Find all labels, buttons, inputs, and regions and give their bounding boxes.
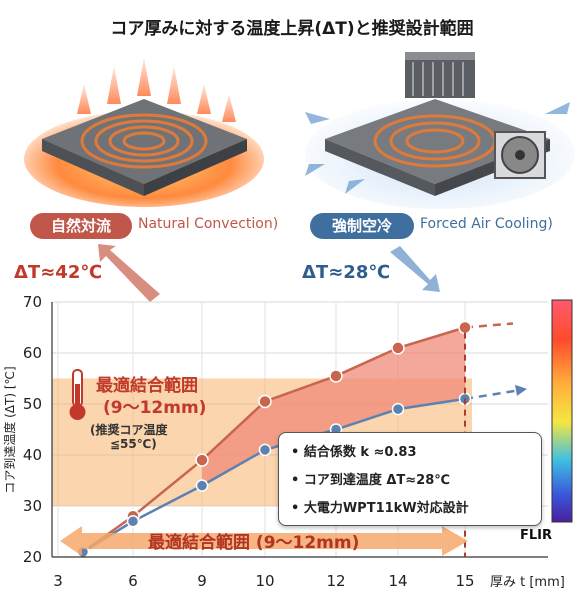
color-scale-bar bbox=[551, 299, 573, 523]
optimal-band-label: 最適結合範囲 (9〜12mm) bbox=[148, 533, 360, 553]
recommended-temp-limit: ≦55℃) bbox=[110, 437, 157, 451]
natural-convection-point bbox=[195, 453, 209, 467]
x-tick-label: 14 bbox=[388, 572, 407, 590]
y-axis-title: コア到達温度 (ΔT) [℃] bbox=[2, 366, 17, 493]
natural-convection-point bbox=[458, 320, 472, 335]
forced-air-english: Forced Air Cooling) bbox=[420, 216, 553, 232]
natural-convection-label: 自然対流 bbox=[30, 213, 132, 239]
natural-convection-point bbox=[258, 394, 272, 409]
y-tick-label: 40 bbox=[23, 446, 42, 464]
forced-air-point bbox=[258, 443, 272, 457]
natural-delta-arrow bbox=[98, 244, 160, 302]
x-tick-label: 6 bbox=[128, 572, 138, 590]
y-tick-label: 50 bbox=[23, 395, 42, 413]
natural-convection-english: Natural Convection) bbox=[138, 216, 279, 232]
x-tick-label: 12 bbox=[326, 572, 345, 590]
x-axis-title: 厚み t [mm] bbox=[490, 575, 565, 590]
forced-air-point bbox=[195, 479, 209, 492]
info-core-temp: • コア到達温度 ΔT≈28℃ bbox=[291, 473, 451, 488]
forced-air-extrapolation bbox=[464, 389, 516, 401]
y-tick-label: 30 bbox=[23, 497, 42, 515]
x-tick-label: 10 bbox=[255, 572, 274, 590]
x-tick-label: 3 bbox=[53, 572, 63, 590]
forced-air-arrowhead bbox=[515, 384, 527, 396]
info-coupling: • 結合係数 k ≈0.83 bbox=[291, 445, 417, 460]
info-power-design: • 大電力WPT11kW対応設計 bbox=[291, 501, 469, 516]
delta-arrows bbox=[98, 244, 440, 302]
flir-logo: FLIR bbox=[520, 528, 553, 543]
optimal-range-title: 最適結合範囲 bbox=[96, 376, 198, 396]
natural-convection-extrapolation bbox=[464, 322, 514, 329]
natural-convection-point bbox=[391, 341, 405, 355]
y-tick-label: 70 bbox=[23, 293, 42, 311]
x-tick-label: 9 bbox=[197, 572, 207, 590]
forced-delta-arrow bbox=[390, 246, 440, 292]
forced-air-point bbox=[126, 515, 140, 528]
natural-convection-illustration bbox=[24, 58, 264, 207]
optimal-range-values: (9〜12mm) bbox=[103, 398, 207, 418]
forced-delta-value: ΔT≈28℃ bbox=[302, 262, 391, 283]
optimal-range-arrow bbox=[60, 526, 468, 556]
y-tick-label: 60 bbox=[23, 344, 42, 362]
forced-air-cooling-illustration bbox=[305, 52, 575, 209]
forced-air-label: 強制空冷 bbox=[310, 213, 414, 239]
natural-delta-value: ΔT≈42℃ bbox=[14, 262, 103, 283]
natural-convection-point bbox=[329, 369, 343, 383]
y-tick-label: 20 bbox=[23, 548, 42, 566]
page-title: コア厚みに対する温度上昇(ΔT)と推奨設計範囲 bbox=[110, 19, 474, 39]
recommended-temp-note: (推奨コア温度 bbox=[90, 423, 168, 437]
thermometer-icon bbox=[69, 369, 86, 420]
spec-info-box: • 結合係数 k ≈0.83 • コア到達温度 ΔT≈28℃ • 大電力WPT1… bbox=[278, 432, 542, 526]
forced-air-point bbox=[391, 402, 405, 416]
chart-axes: 20 30 40 50 60 70 3 6 9 10 12 14 15 厚み t [mm] コア到達温度 (… bbox=[2, 293, 565, 590]
x-tick-label: 15 bbox=[455, 572, 474, 590]
